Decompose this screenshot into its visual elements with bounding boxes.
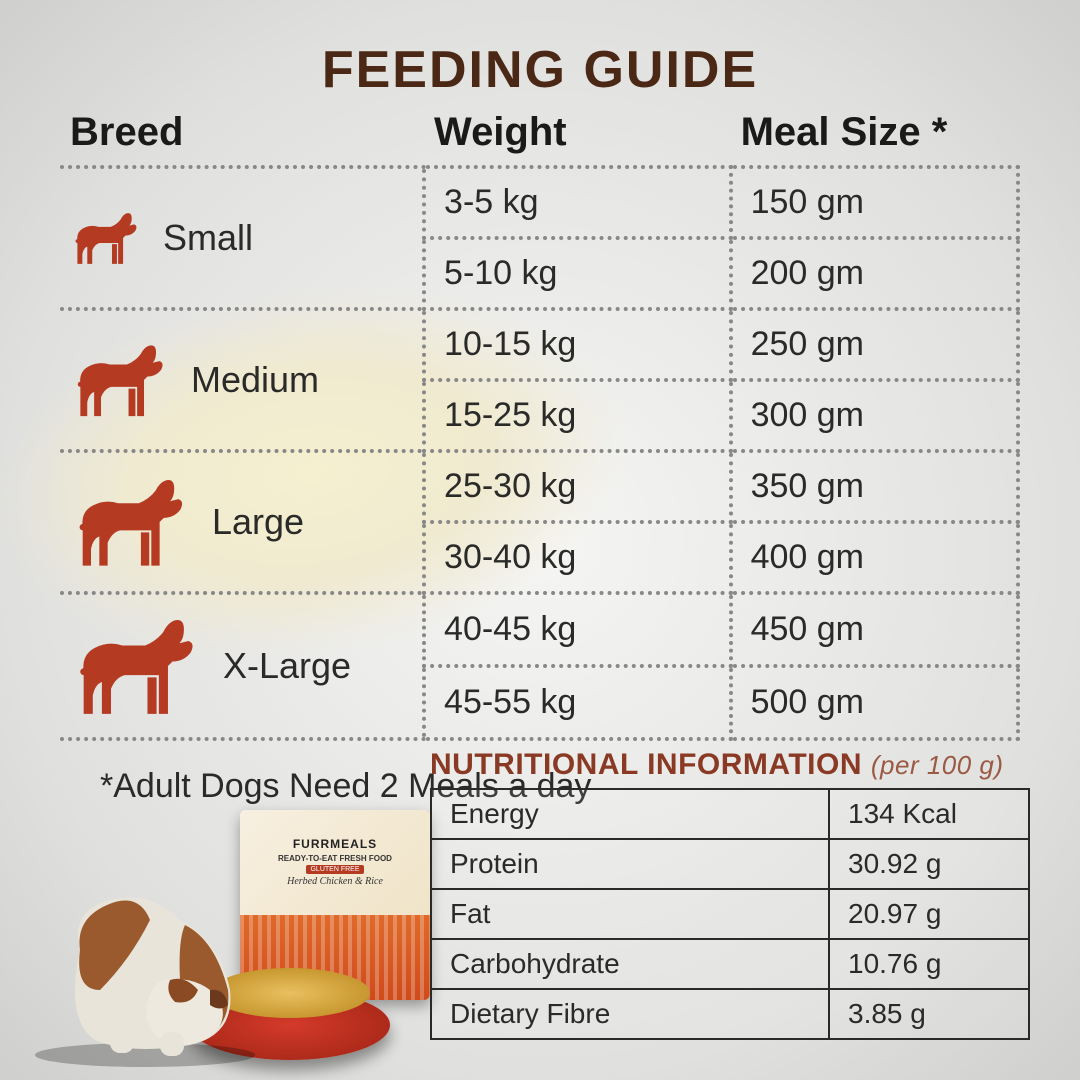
table-row: Large 25-30 kg350 gm: [60, 451, 1018, 522]
breed-label: Medium: [191, 359, 319, 401]
nutrition-label: Energy: [431, 789, 829, 839]
nutrition-row: Energy 134 Kcal: [431, 789, 1029, 839]
nutrition-value: 30.92 g: [829, 839, 1029, 889]
col-header-breed: Breed: [60, 106, 424, 167]
nutrition-section: NUTRITIONAL INFORMATION (per 100 g) Ener…: [430, 748, 1030, 1040]
meal-size-cell: 400 gm: [731, 522, 1018, 593]
meal-size-cell: 200 gm: [731, 238, 1018, 309]
meal-size-cell: 350 gm: [731, 451, 1018, 522]
nutrition-row: Carbohydrate 10.76 g: [431, 939, 1029, 989]
weight-cell: 10-15 kg: [424, 309, 731, 380]
breed-cell: Medium: [60, 309, 424, 451]
nutrition-row: Dietary Fibre 3.85 g: [431, 989, 1029, 1039]
weight-cell: 15-25 kg: [424, 380, 731, 451]
meal-size-cell: 450 gm: [731, 593, 1018, 666]
package-ready: READY-TO-EAT FRESH FOOD: [278, 854, 392, 863]
nutrition-per: (per 100 g): [871, 750, 1004, 780]
breed-cell: Small: [60, 167, 424, 309]
feeding-guide-table: Breed Weight Meal Size * Small 3-5 kg150…: [60, 106, 1020, 741]
nutrition-value: 3.85 g: [829, 989, 1029, 1039]
weight-cell: 5-10 kg: [424, 238, 731, 309]
weight-cell: 3-5 kg: [424, 167, 731, 238]
dog-silhouette-icon: [70, 207, 141, 269]
nutrition-value: 134 Kcal: [829, 789, 1029, 839]
breed-label: Small: [163, 217, 253, 259]
breed-cell: Large: [60, 451, 424, 593]
breed-label: Large: [212, 501, 304, 543]
page-title: FEEDING GUIDE: [60, 40, 1020, 100]
table-row: Medium 10-15 kg250 gm: [60, 309, 1018, 380]
nutrition-label: Protein: [431, 839, 829, 889]
nutrition-heading: NUTRITIONAL INFORMATION: [430, 748, 862, 781]
col-header-meal: Meal Size *: [731, 106, 1018, 167]
bulldog-photo: [20, 840, 280, 1070]
nutrition-value: 10.76 g: [829, 939, 1029, 989]
weight-cell: 45-55 kg: [424, 666, 731, 739]
table-row: X-Large 40-45 kg450 gm: [60, 593, 1018, 666]
dog-silhouette-icon: [70, 337, 169, 423]
col-header-weight: Weight: [424, 106, 731, 167]
meal-size-cell: 300 gm: [731, 380, 1018, 451]
dog-silhouette-icon: [70, 470, 190, 574]
nutrition-value: 20.97 g: [829, 889, 1029, 939]
table-row: Small 3-5 kg150 gm: [60, 167, 1018, 238]
package-brand: FURRMEALS: [293, 837, 377, 851]
nutrition-label: Carbohydrate: [431, 939, 829, 989]
dog-silhouette-icon: [70, 609, 201, 723]
meal-size-cell: 500 gm: [731, 666, 1018, 739]
meal-size-cell: 250 gm: [731, 309, 1018, 380]
weight-cell: 40-45 kg: [424, 593, 731, 666]
breed-cell: X-Large: [60, 593, 424, 739]
package-flavor: Herbed Chicken & Rice: [287, 876, 383, 887]
nutrition-label: Dietary Fibre: [431, 989, 829, 1039]
nutrition-row: Protein 30.92 g: [431, 839, 1029, 889]
weight-cell: 30-40 kg: [424, 522, 731, 593]
weight-cell: 25-30 kg: [424, 451, 731, 522]
meal-size-cell: 150 gm: [731, 167, 1018, 238]
breed-label: X-Large: [223, 645, 351, 687]
nutrition-row: Fat 20.97 g: [431, 889, 1029, 939]
product-imagery: FURRMEALS READY-TO-EAT FRESH FOOD GLUTEN…: [20, 790, 440, 1070]
nutrition-label: Fat: [431, 889, 829, 939]
package-gf: GLUTEN FREE: [306, 865, 363, 874]
nutrition-table: Energy 134 KcalProtein 30.92 gFat 20.97 …: [430, 788, 1030, 1040]
